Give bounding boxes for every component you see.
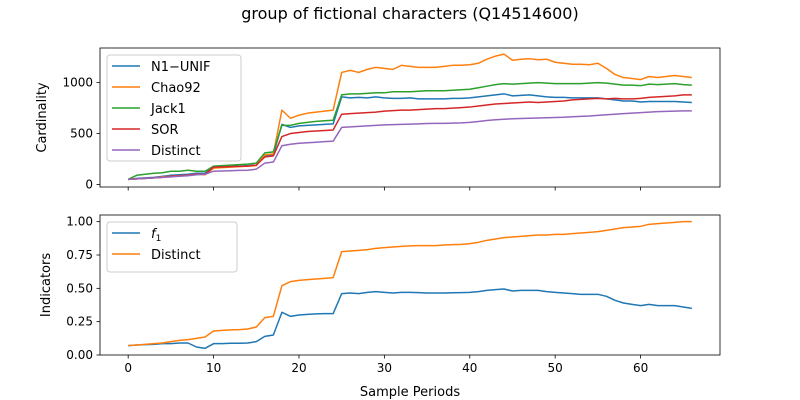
indicators-x-tick-label: 10 [206, 361, 221, 375]
indicators-series-line-1 [128, 220, 692, 347]
indicators-x-tick-label: 50 [548, 361, 563, 375]
indicators-x-tick-label: 30 [377, 361, 392, 375]
indicators-x-tick-label: 60 [633, 361, 648, 375]
indicators-y-tick-label: 0.00 [66, 348, 93, 362]
cardinality-legend-label-1: Chao92 [151, 81, 201, 96]
indicators-x-tick-label: 20 [291, 361, 306, 375]
chart-title: group of fictional characters (Q14514600… [241, 4, 578, 23]
cardinality-series-line-4 [128, 110, 692, 181]
cardinality-legend-label-2: Jack1 [150, 102, 186, 117]
cardinality-legend [106, 54, 242, 162]
cardinality-legend-label-3: SOR [151, 123, 179, 138]
cardinality-series-line-3 [128, 94, 692, 181]
cardinality-panel: 0 500 1000 Cardinality N1−UNIF Chao92 Jack1 SOR… [35, 47, 721, 191]
cardinality-y-axis-label: Cardinality [35, 82, 50, 153]
cardinality-y-tick-label: 0 [85, 177, 93, 191]
indicators-panel: 0 10 20 30 40 50 60 0.00 0.25 0.50 0.75 1.00 Indicat… [39, 214, 721, 400]
indicators-y-tick-label: 0.25 [66, 315, 93, 329]
cardinality-plot-frame [99, 47, 721, 188]
indicators-y-tick-label: 0.75 [66, 248, 93, 262]
indicators-y-tick-label: 0.50 [66, 281, 93, 295]
cardinality-y-tick-label: 1000 [62, 76, 93, 90]
indicators-x-tick-label: 0 [124, 361, 132, 375]
indicators-y-tick-label: 1.00 [66, 215, 93, 229]
indicators-series-line-0 [128, 288, 692, 350]
cardinality-series-line-2 [127, 81, 692, 181]
cardinality-legend-label-4: Distinct [151, 144, 201, 159]
indicators-legend-label-0: f1 [151, 227, 161, 244]
indicators-y-axis-label: Indicators [39, 253, 54, 317]
indicators-plot-frame [99, 214, 721, 356]
indicators-legend [106, 221, 238, 273]
indicators-legend-label-1: Distinct [151, 248, 201, 263]
cardinality-legend-label-0: N1−UNIF [151, 60, 210, 75]
indicators-x-axis-label: Sample Periods [360, 385, 460, 400]
cardinality-y-tick-label: 500 [70, 127, 93, 141]
indicators-x-tick-label: 40 [462, 361, 477, 375]
